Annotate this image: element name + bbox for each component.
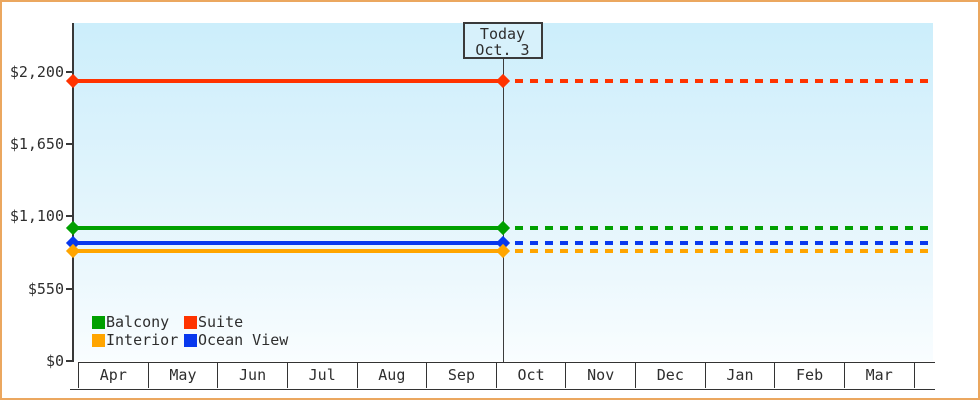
y-tick-mark	[65, 287, 72, 290]
month-cell-may: May	[149, 363, 219, 388]
legend-swatch-ocean-view	[184, 333, 197, 347]
month-cell-partial	[915, 363, 935, 388]
month-cell-jul: Jul	[288, 363, 358, 388]
month-cell-jun: Jun	[218, 363, 288, 388]
today-vertical-line	[502, 58, 504, 362]
month-cell-feb: Feb	[775, 363, 845, 388]
y-tick-mark	[65, 70, 72, 73]
legend-label: Ocean View	[198, 331, 289, 349]
legend-swatch-suite	[184, 315, 197, 329]
legend-label: Suite	[198, 313, 244, 331]
series-line-solid-suite	[73, 78, 503, 83]
month-cell-oct: Oct	[497, 363, 567, 388]
y-tick-mark	[65, 215, 72, 218]
series-line-dashed-ocean-view	[515, 241, 933, 246]
month-cell-aug: Aug	[358, 363, 428, 388]
today-label: Today	[479, 24, 526, 43]
legend-row: Interior Ocean View	[92, 331, 288, 349]
month-cell-nov: Nov	[566, 363, 636, 388]
today-date: Oct. 3	[475, 40, 530, 59]
y-tick-mark	[65, 142, 72, 145]
legend-item-ocean-view: Ocean View	[184, 331, 288, 349]
y-tick-label: $1,100	[9, 207, 64, 226]
x-axis-bottom-line	[70, 388, 935, 390]
legend-swatch-balcony	[92, 315, 105, 329]
series-line-solid-interior	[73, 248, 503, 253]
x-axis-month-band: Apr May Jun Jul Aug Sep Oct Nov Dec Jan Feb Mar	[78, 362, 935, 388]
legend-item-balcony: Balcony	[92, 313, 184, 331]
legend-label: Balcony	[106, 313, 170, 331]
y-tick-label: $550	[27, 279, 64, 298]
series-line-dashed-interior	[515, 248, 933, 253]
series-line-solid-balcony	[73, 226, 503, 231]
month-cell-dec: Dec	[636, 363, 706, 388]
today-annotation-box: Today Oct. 3	[462, 21, 543, 59]
y-tick-label: $0	[45, 352, 64, 370]
y-tick-label: $2,200	[9, 62, 64, 81]
y-axis-line	[71, 23, 74, 362]
legend-item-interior: Interior	[92, 331, 184, 349]
series-line-dashed-balcony	[515, 226, 933, 231]
y-tick-label: $1,650	[9, 134, 64, 153]
legend-row: Balcony Suite	[92, 313, 276, 331]
month-cell-apr: Apr	[79, 363, 149, 388]
legend-item-suite: Suite	[184, 313, 276, 331]
y-tick-mark	[65, 360, 72, 362]
series-line-solid-ocean-view	[73, 241, 503, 246]
month-cell-mar: Mar	[845, 363, 915, 388]
month-cell-sep: Sep	[427, 363, 497, 388]
legend-label: Interior	[106, 331, 179, 349]
series-line-dashed-suite	[515, 78, 933, 83]
legend: Balcony Suite Interior Ocean View	[92, 313, 288, 349]
legend-swatch-interior	[92, 333, 105, 347]
month-cell-jan: Jan	[706, 363, 776, 388]
